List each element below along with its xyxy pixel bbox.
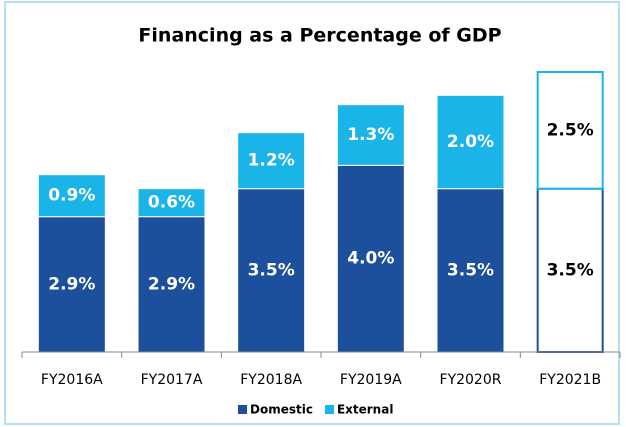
x-tick-label: FY2020R [440,372,502,388]
data-label: 3.5% [547,260,594,280]
x-tick-label: FY2017A [141,372,203,388]
legend-swatch [238,405,247,414]
bar-segment [336,104,405,166]
bar-segment [137,188,206,218]
bar-segment [536,71,604,190]
x-tick-label: FY2016A [41,372,103,388]
chart-title: Financing as a Percentage of GDP [138,25,501,47]
bar-segment [237,132,306,190]
legend-label: Domestic [250,403,313,417]
data-label: 1.2% [248,151,295,171]
data-label: 2.5% [547,120,594,140]
data-label: 0.9% [48,186,95,206]
data-label: 2.9% [148,274,195,294]
bar-segment [336,164,405,353]
x-tick-label: FY2021B [539,372,601,388]
bar-segment [37,174,106,218]
legend-swatch [324,405,334,414]
data-label: 0.6% [148,193,195,213]
bar-segment [536,187,604,353]
data-label: 2.0% [447,132,494,152]
bar-segment [436,94,505,190]
bar-segment [436,188,505,353]
x-tick-label: FY2019A [340,372,402,388]
data-label: 3.5% [447,260,494,280]
frame [4,1,620,425]
data-label: 1.3% [347,125,394,145]
x-tick-label: FY2018A [240,372,302,388]
data-label: 2.9% [48,274,95,294]
data-label: 4.0% [347,249,394,269]
legend-label: External [337,403,393,417]
data-label: 3.5% [248,260,295,280]
